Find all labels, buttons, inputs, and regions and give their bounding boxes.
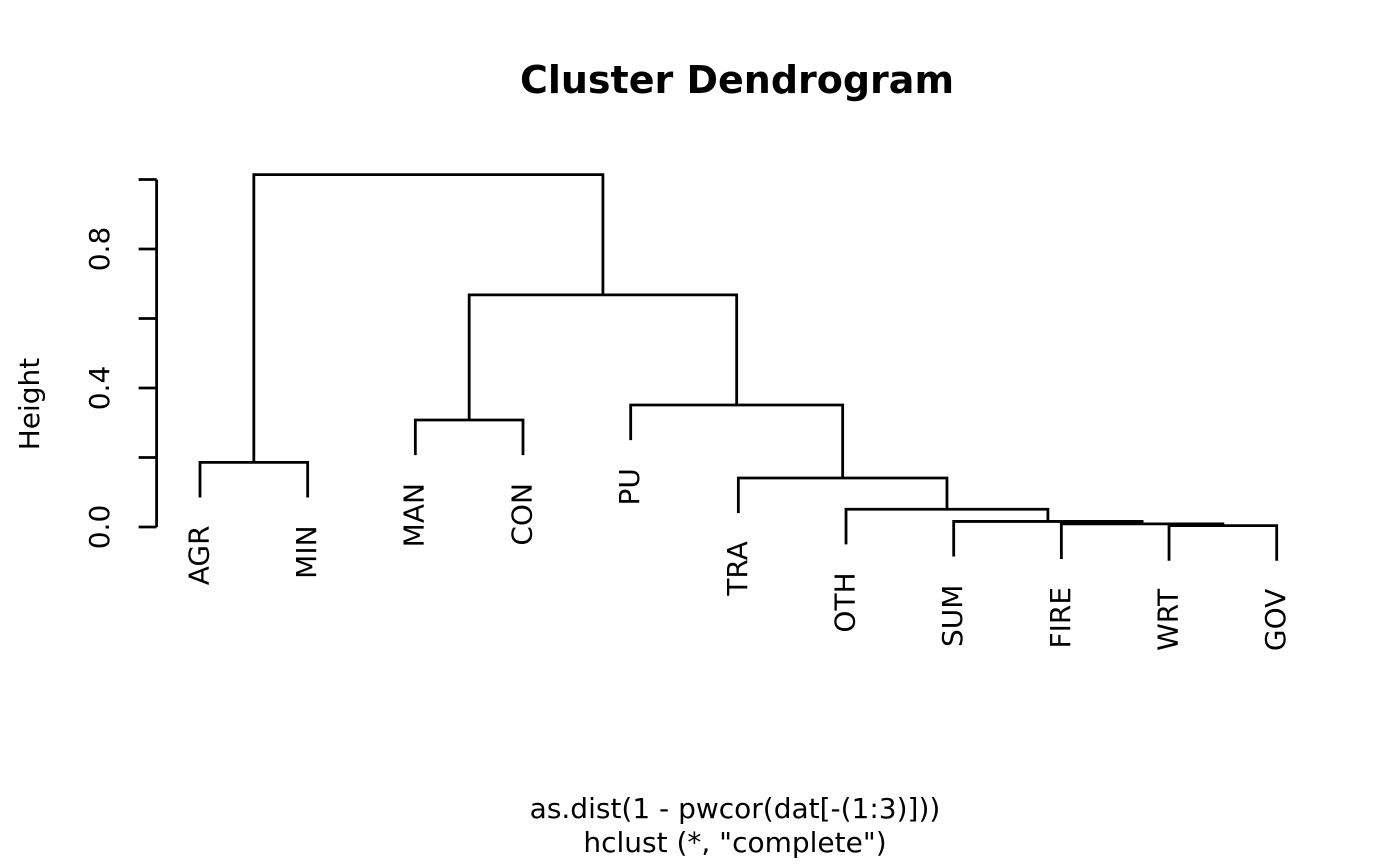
cluster-link xyxy=(467,293,739,420)
cluster-link xyxy=(198,460,310,498)
y-axis-title: Height xyxy=(13,358,46,451)
leaf-label-agr: AGR xyxy=(182,525,215,585)
leaf-label-con: CON xyxy=(505,483,538,546)
cluster-link xyxy=(736,476,949,514)
caption-line-2: hclust (*, "complete") xyxy=(583,826,886,859)
leaf-label-man: MAN xyxy=(398,483,431,547)
cluster-link xyxy=(1167,524,1279,561)
caption-line-1: as.dist(1 - pwcor(dat[-(1:3)])) xyxy=(530,792,941,825)
y-axis-tick-label: 0.4 xyxy=(83,366,116,411)
leaf-label-pu: PU xyxy=(613,468,646,505)
leaf-label-tra: TRA xyxy=(721,541,754,597)
leaf-label-gov: GOV xyxy=(1259,589,1292,651)
leaf-label-min: MIN xyxy=(290,525,323,578)
leaf-label-oth: OTH xyxy=(828,572,861,632)
cluster-link xyxy=(413,418,525,456)
cluster-link xyxy=(252,173,605,463)
leaf-label-fire: FIRE xyxy=(1044,587,1077,649)
y-axis: 0.0 0.4 0.8 xyxy=(83,178,158,550)
y-axis-tick-label: 0.0 xyxy=(83,505,116,550)
cluster-link xyxy=(1059,522,1225,559)
leaf-labels: AGR MIN MAN CON WRT GOV FIRE SUM OTH TRA PU xyxy=(182,468,1292,651)
cluster-link xyxy=(629,403,845,479)
dendrogram-links xyxy=(198,173,1279,561)
chart-title: Cluster Dendrogram xyxy=(520,58,954,102)
cluster-link xyxy=(844,507,1050,545)
leaf-label-wrt: WRT xyxy=(1151,588,1184,651)
leaf-label-sum: SUM xyxy=(936,585,969,647)
y-axis-tick-label: 0.8 xyxy=(83,227,116,272)
cluster-link xyxy=(952,520,1144,557)
